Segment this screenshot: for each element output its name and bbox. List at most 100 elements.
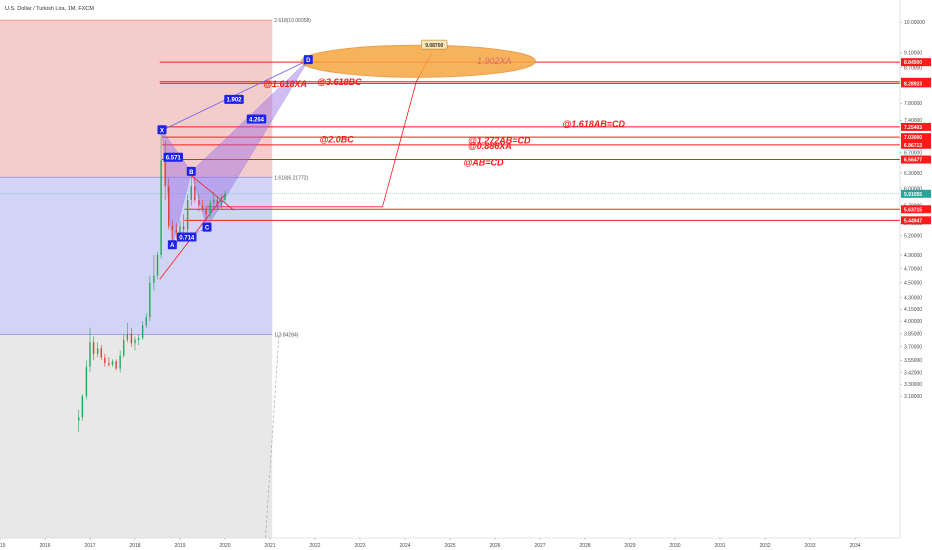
price-tag-label: 8.84500	[904, 60, 922, 66]
y-tick-label: 4.50000	[904, 281, 922, 287]
candle-body	[104, 357, 106, 364]
pattern-point-box	[303, 55, 313, 65]
y-tick-label: 3.18000	[904, 394, 922, 400]
y-tick-label: 3.30000	[904, 382, 922, 388]
y-tick-label: 4.00000	[904, 319, 922, 325]
candle-body	[111, 361, 114, 365]
candle-body	[137, 338, 140, 340]
x-tick-label: 2023	[354, 543, 365, 549]
y-tick-label: 4.70000	[904, 266, 922, 272]
candle-body	[145, 317, 147, 326]
candle-body	[194, 186, 196, 200]
candle-body	[190, 186, 192, 200]
level-annotation: @AB=CD	[464, 157, 505, 167]
pattern-ac-line	[172, 227, 208, 246]
x-tick-label: 2026	[489, 543, 500, 549]
candle-body	[156, 255, 159, 276]
candles	[78, 130, 226, 432]
candle-body	[168, 186, 170, 227]
y-tick-label: 4.90000	[904, 253, 922, 259]
x-tick-label: 2025	[444, 543, 455, 549]
y-axis-panel	[900, 0, 932, 550]
x-tick-label: 2029	[624, 543, 635, 549]
price-tag	[901, 79, 931, 88]
x-tick-label: 2017	[84, 543, 95, 549]
fib-trend-line	[265, 334, 280, 539]
pattern-point-box	[157, 125, 167, 135]
fib-zone-lower	[0, 334, 273, 538]
annotations: X A B C D 6.571 0.714 1.902 4.264 9.08700 1.902XA @…	[157, 39, 626, 250]
y-tick-label: 5.20000	[904, 233, 922, 239]
ratio-label: 9.08700	[425, 43, 443, 49]
price-tag	[901, 216, 931, 225]
x-tick-label: 2034	[849, 543, 860, 549]
candle-body	[96, 348, 99, 354]
pattern-point-label: C	[205, 226, 210, 232]
candle-body	[115, 361, 117, 369]
y-tick-label: 7.80000	[904, 101, 922, 107]
fib-zone-middle	[0, 177, 273, 335]
price-tag	[901, 133, 931, 142]
candle-body	[100, 348, 102, 358]
x-tick-label: 2032	[759, 543, 770, 549]
candle-body	[141, 325, 144, 339]
candle-body	[153, 275, 155, 283]
candle-body	[213, 199, 215, 203]
y-tick-label: 3.42000	[904, 370, 922, 376]
y-tick-label: 8.70000	[904, 65, 922, 71]
y-tick-label: 7.40000	[904, 118, 922, 124]
pattern-point-label: A	[170, 243, 175, 249]
candle-body	[78, 417, 80, 421]
level-annotation: 1.902XA	[477, 56, 512, 66]
x-tick-label: 2030	[669, 543, 680, 549]
price-tag	[901, 155, 931, 164]
target-zone-ellipse	[301, 44, 536, 78]
price-tag	[901, 140, 931, 149]
candle-body	[182, 226, 185, 230]
price-tag	[901, 58, 931, 67]
price-tag-label: 6.56477	[904, 158, 922, 164]
candle-body	[134, 339, 136, 344]
price-tag	[901, 205, 931, 214]
ratio-label-box	[246, 114, 267, 124]
y-tick-label: 4.30000	[904, 295, 922, 301]
fib-label: 1(3.84284)	[274, 332, 299, 338]
price-tag-label: 5.63715	[904, 207, 922, 213]
x-tick-label: 2020	[219, 543, 230, 549]
candle-body	[126, 333, 129, 340]
ratio-label: 0.714	[179, 235, 195, 241]
candle-body	[164, 160, 166, 187]
candle-body	[205, 208, 207, 215]
price-tag-label: 7.25403	[904, 125, 922, 131]
pattern-point-label: X	[160, 128, 164, 134]
fib-label: 2.618(10.06058)	[274, 18, 311, 24]
x-tick-label: 2027	[534, 543, 545, 549]
price-tag-label: 6.86713	[904, 143, 922, 149]
candle-body	[119, 355, 121, 369]
y-tick-label: 3.55000	[904, 358, 922, 364]
ratio-label: 4.264	[249, 117, 265, 123]
candle-body	[216, 199, 219, 206]
y-tick-label: 6.70000	[904, 151, 922, 157]
x-tick-label: 2022	[309, 543, 320, 549]
candle-body	[209, 202, 211, 215]
fib-label: 1.618(6.21772)	[274, 175, 308, 181]
ratio-label-box	[224, 94, 244, 104]
pattern-point-label: D	[306, 58, 311, 64]
wedge-top-line	[190, 175, 235, 211]
x-tick-label: 2028	[579, 543, 590, 549]
x-tick-label: 2031	[714, 543, 725, 549]
ratio-label-box	[177, 232, 197, 242]
level-annotation: @2.0BC	[320, 134, 355, 144]
y-tick-label: 6.00000	[904, 187, 922, 193]
candle-body	[179, 226, 181, 233]
candle-body	[92, 342, 95, 354]
price-tag	[901, 122, 931, 131]
y-tick-label: 3.70000	[904, 345, 922, 351]
level-annotation: @3.618BC	[317, 77, 362, 87]
level-annotation: @1.618XA	[263, 79, 307, 89]
candle-body	[201, 205, 204, 209]
y-tick-label: 6.30000	[904, 171, 922, 177]
